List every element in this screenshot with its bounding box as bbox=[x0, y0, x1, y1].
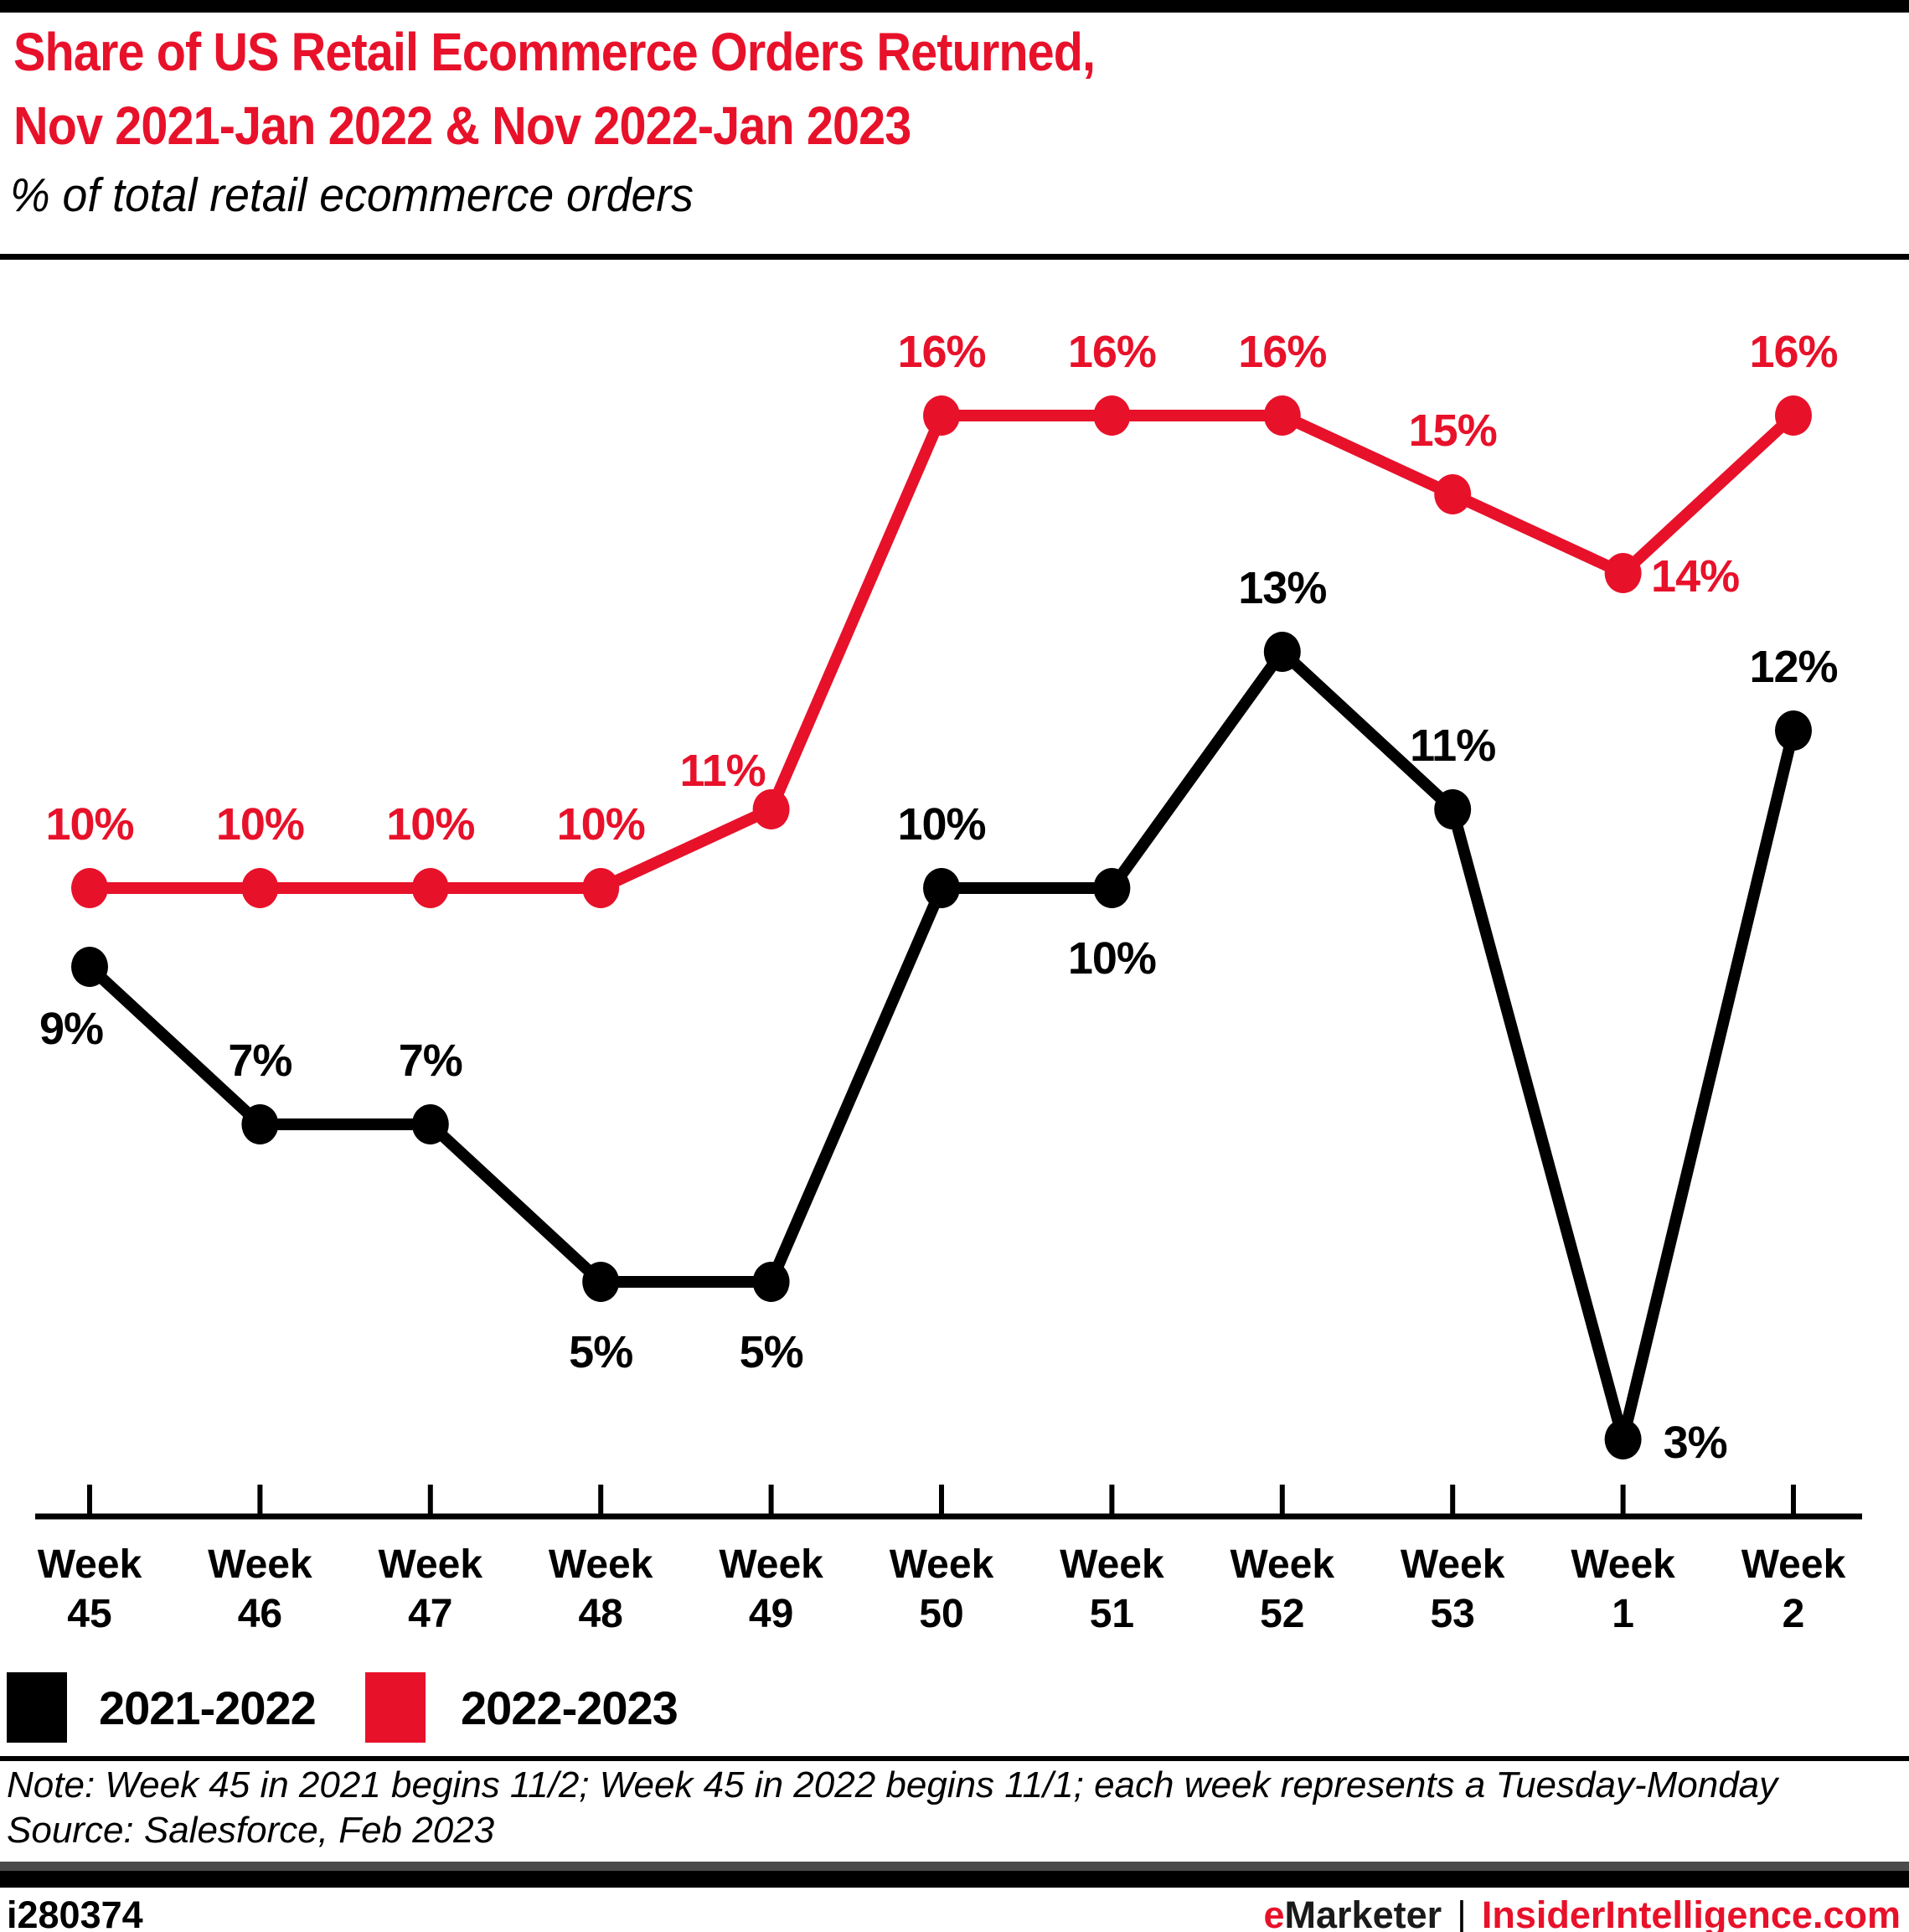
data-label: 10% bbox=[45, 799, 134, 850]
data-label: 10% bbox=[556, 799, 646, 850]
data-point bbox=[1263, 395, 1301, 436]
footer-bar-black bbox=[0, 1871, 1909, 1888]
data-label: 3% bbox=[1663, 1418, 1728, 1468]
data-label: 5% bbox=[739, 1327, 804, 1377]
x-axis-label: Week 49 bbox=[719, 1542, 823, 1636]
data-label: 16% bbox=[897, 327, 986, 377]
x-axis-label: Week 47 bbox=[378, 1542, 483, 1636]
data-label: 13% bbox=[1238, 563, 1327, 613]
data-point bbox=[241, 1104, 279, 1144]
data-label: 15% bbox=[1408, 406, 1498, 456]
legend-swatch-2021-2022 bbox=[7, 1672, 67, 1743]
source-text: Source: Salesforce, Feb 2023 bbox=[7, 1810, 495, 1851]
data-point bbox=[71, 947, 108, 987]
data-label: 11% bbox=[1410, 721, 1496, 771]
data-point bbox=[752, 1262, 790, 1302]
chart-id: i280374 bbox=[7, 1893, 143, 1932]
data-point bbox=[1775, 710, 1812, 751]
x-axis-label: Week 1 bbox=[1571, 1542, 1675, 1636]
data-label: 10% bbox=[897, 799, 986, 850]
note-text: Note: Week 45 in 2021 begins 11/2; Week … bbox=[7, 1764, 1778, 1805]
data-label: 9% bbox=[39, 1004, 104, 1054]
data-point bbox=[1775, 395, 1812, 436]
data-label: 11% bbox=[679, 746, 766, 796]
x-axis-label: Week 48 bbox=[548, 1542, 653, 1636]
data-label: 14% bbox=[1651, 551, 1740, 602]
data-label: 10% bbox=[1067, 933, 1157, 984]
data-point bbox=[1434, 474, 1472, 514]
data-point bbox=[1263, 632, 1301, 672]
data-point bbox=[923, 868, 960, 908]
data-point bbox=[1434, 789, 1472, 829]
legend-label-2021-2022: 2021-2022 bbox=[99, 1681, 317, 1734]
chart-title-line1: Share of US Retail Ecommerce Orders Retu… bbox=[13, 22, 1096, 82]
data-point bbox=[1604, 1419, 1642, 1459]
data-point bbox=[411, 868, 449, 908]
data-label: 12% bbox=[1749, 642, 1838, 692]
x-axis-label: Week 53 bbox=[1400, 1542, 1505, 1636]
data-label: 7% bbox=[228, 1036, 292, 1086]
emarketer-logo-rest: Marketer bbox=[1284, 1893, 1442, 1932]
data-label: 16% bbox=[1067, 327, 1157, 377]
title-divider bbox=[0, 254, 1909, 260]
data-label: 16% bbox=[1749, 327, 1838, 377]
footer-brands: eMarketer | InsiderIntelligence.com bbox=[1264, 1893, 1901, 1932]
data-point bbox=[411, 1104, 449, 1144]
data-point bbox=[241, 868, 279, 908]
data-label: 16% bbox=[1238, 327, 1327, 377]
data-point bbox=[1604, 553, 1642, 593]
x-axis-label: Week 50 bbox=[889, 1542, 994, 1636]
x-axis-label: Week 52 bbox=[1230, 1542, 1335, 1636]
top-bar bbox=[0, 0, 1909, 13]
x-axis-label: Week 2 bbox=[1741, 1542, 1846, 1636]
chart-subtitle: % of total retail ecommerce orders bbox=[10, 168, 694, 222]
data-label: 10% bbox=[386, 799, 475, 850]
data-label: 5% bbox=[569, 1327, 633, 1377]
legend-swatch-2022-2023 bbox=[365, 1672, 426, 1743]
note-divider bbox=[0, 1756, 1909, 1761]
data-label: 7% bbox=[398, 1036, 463, 1086]
x-axis-label: Week 46 bbox=[208, 1542, 312, 1636]
data-point bbox=[71, 868, 108, 908]
emarketer-logo-e: e bbox=[1263, 1893, 1285, 1932]
data-label: 10% bbox=[215, 799, 305, 850]
data-point bbox=[582, 1262, 620, 1302]
emarketer-logo: eMarketer bbox=[1264, 1893, 1442, 1932]
legend-label-2022-2023: 2022-2023 bbox=[461, 1681, 678, 1734]
data-point bbox=[1093, 395, 1131, 436]
data-point bbox=[923, 395, 960, 436]
x-axis-label: Week 51 bbox=[1060, 1542, 1164, 1636]
series-line-2021-2022 bbox=[85, 646, 1799, 1445]
chart-title: Share of US Retail Ecommerce Orders Retu… bbox=[13, 15, 1096, 163]
chart-title-line2: Nov 2021-Jan 2022 & Nov 2022-Jan 2023 bbox=[13, 96, 911, 156]
data-point bbox=[582, 868, 620, 908]
data-point bbox=[1093, 868, 1131, 908]
x-axis-label: Week 45 bbox=[37, 1542, 142, 1636]
insider-intelligence-link[interactable]: InsiderIntelligence.com bbox=[1481, 1893, 1901, 1932]
footnotes: Note: Week 45 in 2021 begins 11/2; Week … bbox=[7, 1763, 1777, 1853]
footer-bar-gray bbox=[0, 1862, 1909, 1871]
brand-separator: | bbox=[1457, 1893, 1467, 1932]
